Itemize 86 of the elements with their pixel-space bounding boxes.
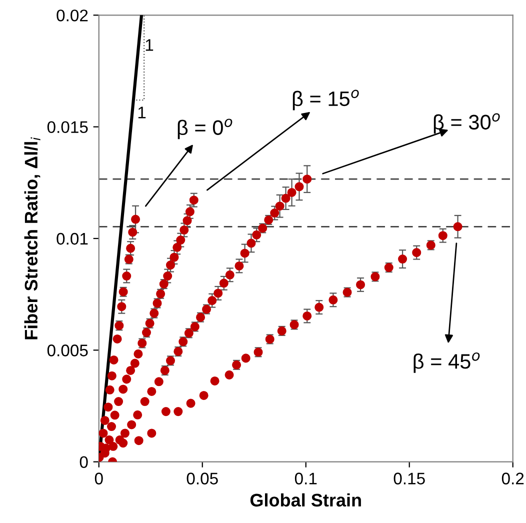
x-tick-label: 0 xyxy=(94,472,103,484)
point xyxy=(189,196,198,205)
point xyxy=(180,225,189,235)
point xyxy=(185,207,194,216)
point xyxy=(240,248,250,258)
annotation: β = 30$^{o}$ xyxy=(434,113,500,134)
point xyxy=(224,370,234,380)
point xyxy=(398,254,408,264)
point xyxy=(219,278,228,288)
point xyxy=(176,236,186,245)
point xyxy=(210,376,220,386)
y-tick-label: 0.015 xyxy=(47,121,88,134)
point xyxy=(100,416,110,426)
point xyxy=(170,252,179,262)
point xyxy=(182,216,192,226)
point xyxy=(118,384,128,394)
point xyxy=(214,288,223,298)
x-axis-title: Global Strain xyxy=(250,493,361,507)
y-tick-label: 0.005 xyxy=(47,344,88,356)
point xyxy=(161,407,170,416)
point xyxy=(117,302,126,312)
annotation: β = 45$^{o}$ xyxy=(414,352,480,373)
point xyxy=(246,238,256,248)
point xyxy=(147,428,156,438)
point xyxy=(438,231,448,240)
point xyxy=(112,334,122,344)
point xyxy=(131,214,140,224)
point xyxy=(453,222,462,232)
point xyxy=(126,244,136,253)
x-tick-label: 0.2 xyxy=(502,472,524,484)
point xyxy=(107,422,116,432)
point xyxy=(147,386,156,396)
point xyxy=(104,402,113,412)
y-tick-label: 0 xyxy=(80,456,88,468)
point xyxy=(98,428,108,438)
point xyxy=(314,302,324,312)
point xyxy=(122,271,132,281)
point xyxy=(270,208,280,218)
point xyxy=(252,230,262,240)
point xyxy=(163,271,172,281)
point xyxy=(107,371,116,380)
point xyxy=(114,397,124,406)
point xyxy=(199,390,208,400)
point xyxy=(412,248,422,258)
annotation: 1 xyxy=(138,106,146,118)
point xyxy=(108,442,118,451)
annotation: β = 15$^{o}$ xyxy=(292,90,359,110)
point xyxy=(133,410,142,420)
point xyxy=(172,242,182,252)
y-tick-label: 0.01 xyxy=(56,232,88,245)
point xyxy=(127,420,136,430)
point xyxy=(126,366,136,375)
point xyxy=(328,295,338,304)
point xyxy=(208,296,217,306)
point xyxy=(134,349,143,358)
point xyxy=(225,270,234,280)
point xyxy=(118,438,128,448)
point xyxy=(302,311,312,320)
point xyxy=(174,407,183,416)
point xyxy=(302,174,312,184)
y-tick-label: 0.02 xyxy=(56,10,88,22)
point xyxy=(287,188,296,197)
point xyxy=(281,194,290,203)
y-axis-title: Fiber Stretch Ratio, Δl/l$_{i}$ xyxy=(24,137,40,340)
point xyxy=(140,397,150,406)
point xyxy=(104,435,114,444)
point xyxy=(241,354,250,363)
point xyxy=(105,385,114,394)
x-tick-label: 0.05 xyxy=(186,472,218,484)
x-tick-label: 0.1 xyxy=(294,472,317,484)
point xyxy=(356,280,366,290)
point xyxy=(122,374,132,384)
point xyxy=(154,377,164,386)
annotation: β = 0$^{o}$ xyxy=(178,118,232,140)
point xyxy=(186,398,196,408)
point xyxy=(275,202,284,211)
point xyxy=(294,182,304,192)
point xyxy=(109,355,118,364)
point xyxy=(134,436,144,446)
point xyxy=(166,260,176,270)
point xyxy=(120,428,130,438)
point xyxy=(130,358,140,368)
annotation: 1 xyxy=(146,39,154,51)
point xyxy=(110,410,120,420)
point xyxy=(234,261,244,270)
x-tick-label: 0.15 xyxy=(394,472,425,484)
